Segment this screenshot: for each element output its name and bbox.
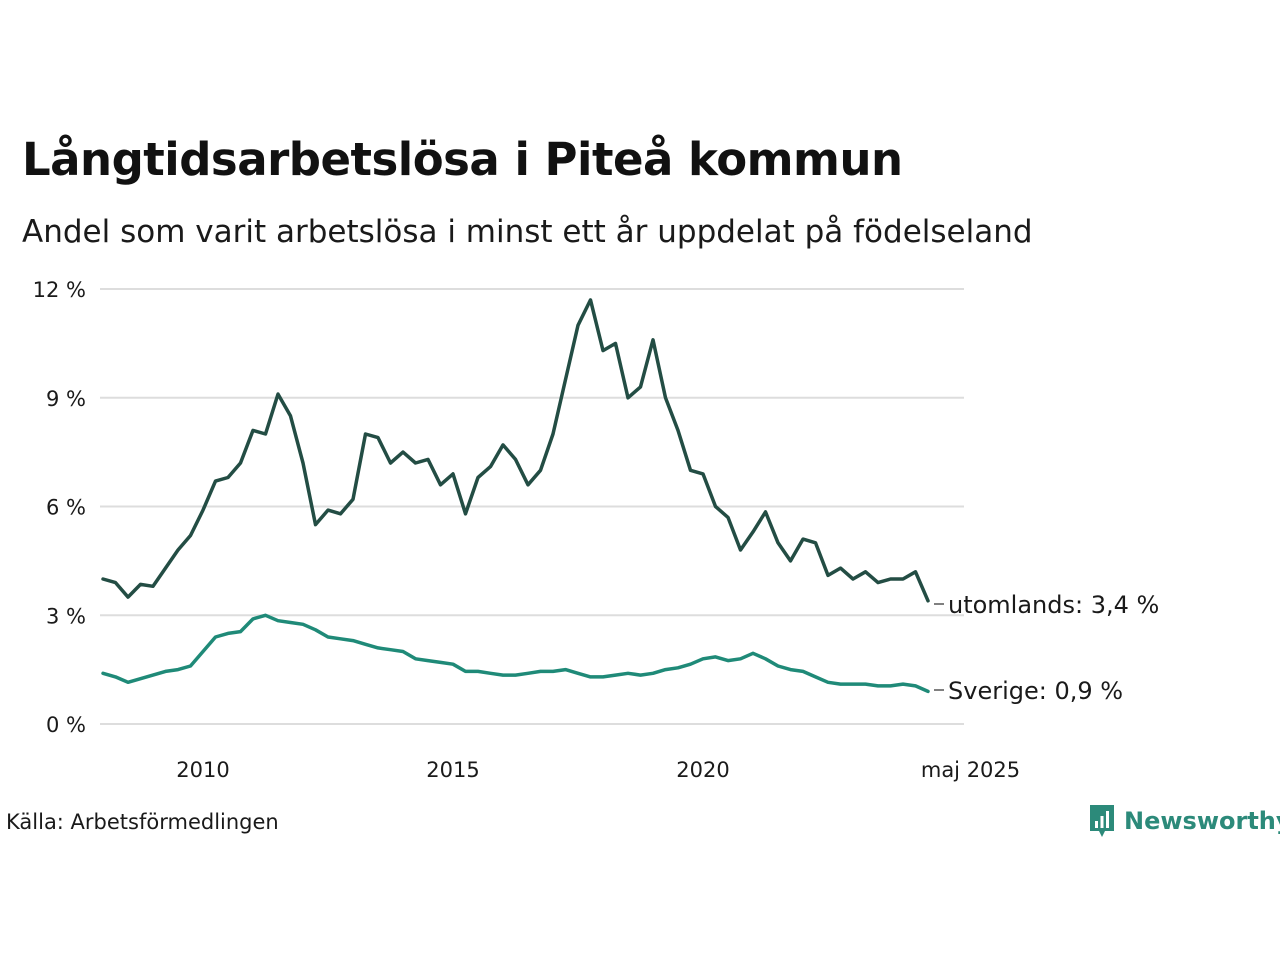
series-line-utomlands — [101, 298, 930, 603]
x-tick-label: 2010 — [176, 758, 229, 782]
series-end-label: utomlands: 3,4 % — [948, 591, 1159, 619]
x-tick-label: 2015 — [426, 758, 479, 782]
brand-name: Newsworthy — [1124, 807, 1280, 835]
series-line-sverige — [101, 613, 930, 694]
bar-chart-speech-bubble-icon — [1090, 805, 1114, 837]
y-tick-label: 12 % — [33, 278, 86, 302]
line-chart: 0 % 3 % 6 % 9 % 12 % 2010 2015 2020 maj 2025 ut… — [33, 278, 1160, 782]
y-tick-label: 6 % — [46, 496, 86, 520]
series-end-labels: utomlands: 3,4 % Sverige: 0,9 % — [934, 591, 1159, 705]
y-axis-ticks: 0 % 3 % 6 % 9 % 12 % — [33, 278, 86, 737]
x-tick-label: 2020 — [676, 758, 729, 782]
source-note: Källa: Arbetsförmedlingen — [6, 810, 279, 834]
chart-subtitle: Andel som varit arbetslösa i minst ett å… — [22, 214, 1033, 250]
y-tick-label: 9 % — [46, 387, 86, 411]
chart-title: Långtidsarbetslösa i Piteå kommun — [22, 133, 903, 186]
x-tick-label: maj 2025 — [921, 758, 1020, 782]
x-axis-ticks: 2010 2015 2020 maj 2025 — [176, 758, 1020, 782]
series-lines — [101, 298, 930, 694]
y-tick-label: 3 % — [46, 604, 86, 628]
y-tick-label: 0 % — [46, 713, 86, 737]
gridlines — [100, 288, 964, 725]
brand-logo: Newsworthy — [1088, 803, 1280, 839]
series-end-label: Sverige: 0,9 % — [948, 677, 1123, 705]
